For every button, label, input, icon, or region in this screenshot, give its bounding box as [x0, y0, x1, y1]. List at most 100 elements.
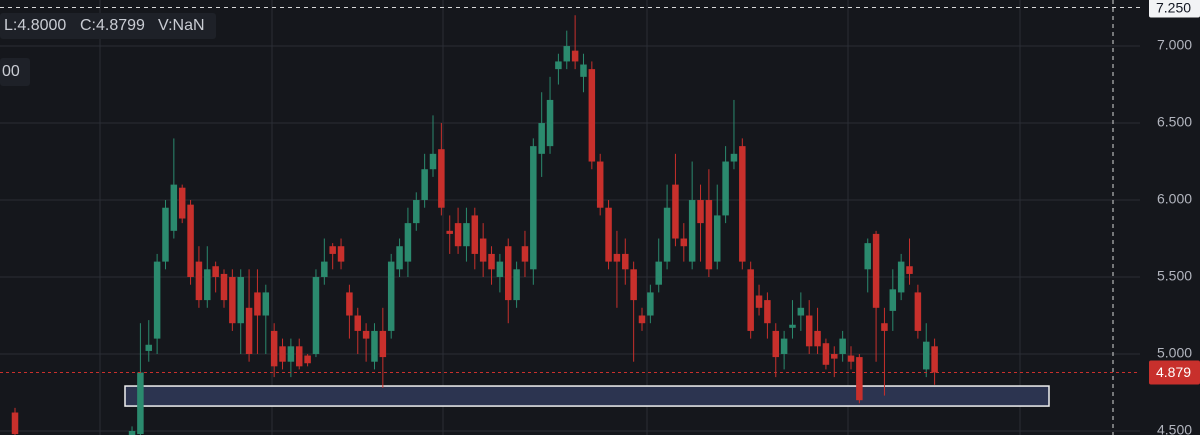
readout-text: C:4.8799	[80, 17, 145, 34]
readout-box	[0, 58, 30, 86]
candle-body	[780, 338, 788, 355]
candle-body	[195, 261, 203, 301]
candle-body	[454, 223, 462, 247]
candle-body	[622, 253, 629, 270]
y-tick-label: 6.000	[1157, 191, 1192, 207]
candle-body	[764, 300, 771, 324]
candle-body	[354, 315, 362, 331]
candle-body	[730, 153, 738, 162]
candle-body	[797, 307, 805, 316]
candle-body	[822, 343, 830, 365]
candle-body	[856, 357, 863, 401]
time-grid	[99, 0, 1021, 435]
readout-text: 00	[2, 63, 20, 80]
candle-body	[262, 292, 270, 316]
candle-body	[563, 46, 571, 62]
candle-body	[463, 223, 470, 247]
candle-body	[513, 269, 520, 301]
candle-body	[814, 330, 821, 347]
candle-body	[396, 246, 403, 270]
candle-body	[438, 149, 445, 208]
candle-body	[571, 50, 579, 62]
candle-body	[872, 233, 880, 308]
candle-body	[471, 215, 479, 254]
candle-body	[831, 354, 838, 359]
last-price-box	[1149, 360, 1200, 385]
candle-body	[270, 330, 278, 367]
candle-body	[596, 161, 604, 208]
candle-body	[722, 161, 729, 216]
candle-body	[212, 266, 219, 278]
candle-body	[488, 253, 495, 270]
candle-body	[178, 187, 186, 219]
candle-body	[312, 277, 320, 355]
candle-body	[630, 269, 637, 301]
candle-body	[287, 346, 295, 362]
candle-body	[580, 64, 587, 77]
candle-body	[362, 330, 370, 339]
readout-text: V:NaN	[158, 17, 205, 34]
candle-body	[546, 99, 554, 147]
last-price-label: 4.879	[1156, 364, 1191, 380]
candle-body	[128, 430, 136, 435]
candle-body	[881, 323, 888, 331]
candle-body	[245, 307, 253, 355]
candle-body	[521, 246, 529, 262]
candle-body	[897, 261, 905, 293]
candle-body	[346, 292, 353, 316]
candle-body	[697, 200, 704, 224]
candle-body	[555, 61, 562, 70]
candle-body	[605, 207, 612, 262]
candle-body	[220, 273, 228, 301]
candle-body	[805, 315, 813, 347]
candle-body	[931, 346, 938, 373]
candle-body	[371, 330, 378, 362]
candle-body	[413, 200, 420, 224]
candle-body	[705, 200, 713, 270]
candle-body	[170, 184, 178, 231]
candle-body	[304, 355, 311, 364]
candle-body	[429, 153, 437, 170]
candle-body	[329, 246, 336, 254]
candle-body	[337, 246, 345, 262]
candle-body	[496, 261, 504, 278]
y-tick-label: 7.000	[1157, 37, 1192, 53]
candle-body	[204, 269, 211, 301]
candle-body	[922, 341, 930, 370]
candle-body	[747, 269, 754, 331]
candle-body	[379, 330, 387, 358]
candle-body	[638, 315, 646, 324]
candle-body	[789, 324, 796, 328]
candle-body	[404, 223, 412, 262]
candle-body	[889, 289, 897, 311]
candle-body	[137, 372, 144, 435]
candle-body	[613, 253, 621, 262]
candle-body	[387, 261, 395, 331]
y-tick-label: 5.000	[1157, 345, 1192, 361]
candle-body	[680, 238, 688, 247]
candle-body	[906, 266, 913, 274]
readout-text: L:4.8000	[4, 17, 66, 34]
candle-body	[847, 355, 855, 362]
candle-body	[864, 243, 871, 270]
y-tick-label: 5.500	[1157, 268, 1192, 284]
candle-body	[153, 261, 161, 339]
y-tick-label: 4.500	[1157, 422, 1192, 435]
candle-body	[688, 200, 696, 262]
candle-body	[145, 344, 153, 351]
y-tick-label: 6.500	[1157, 114, 1192, 130]
candle-body	[229, 277, 236, 324]
readout-box	[0, 13, 216, 39]
candle-body	[295, 346, 303, 367]
candle-body	[11, 412, 19, 435]
candle-body	[914, 292, 922, 331]
candle-body	[421, 169, 428, 201]
candle-body	[237, 277, 244, 324]
candle-body	[588, 69, 596, 162]
crosshair-price-box	[1149, 0, 1200, 18]
candle-body	[647, 292, 654, 316]
candle-body	[672, 184, 679, 239]
